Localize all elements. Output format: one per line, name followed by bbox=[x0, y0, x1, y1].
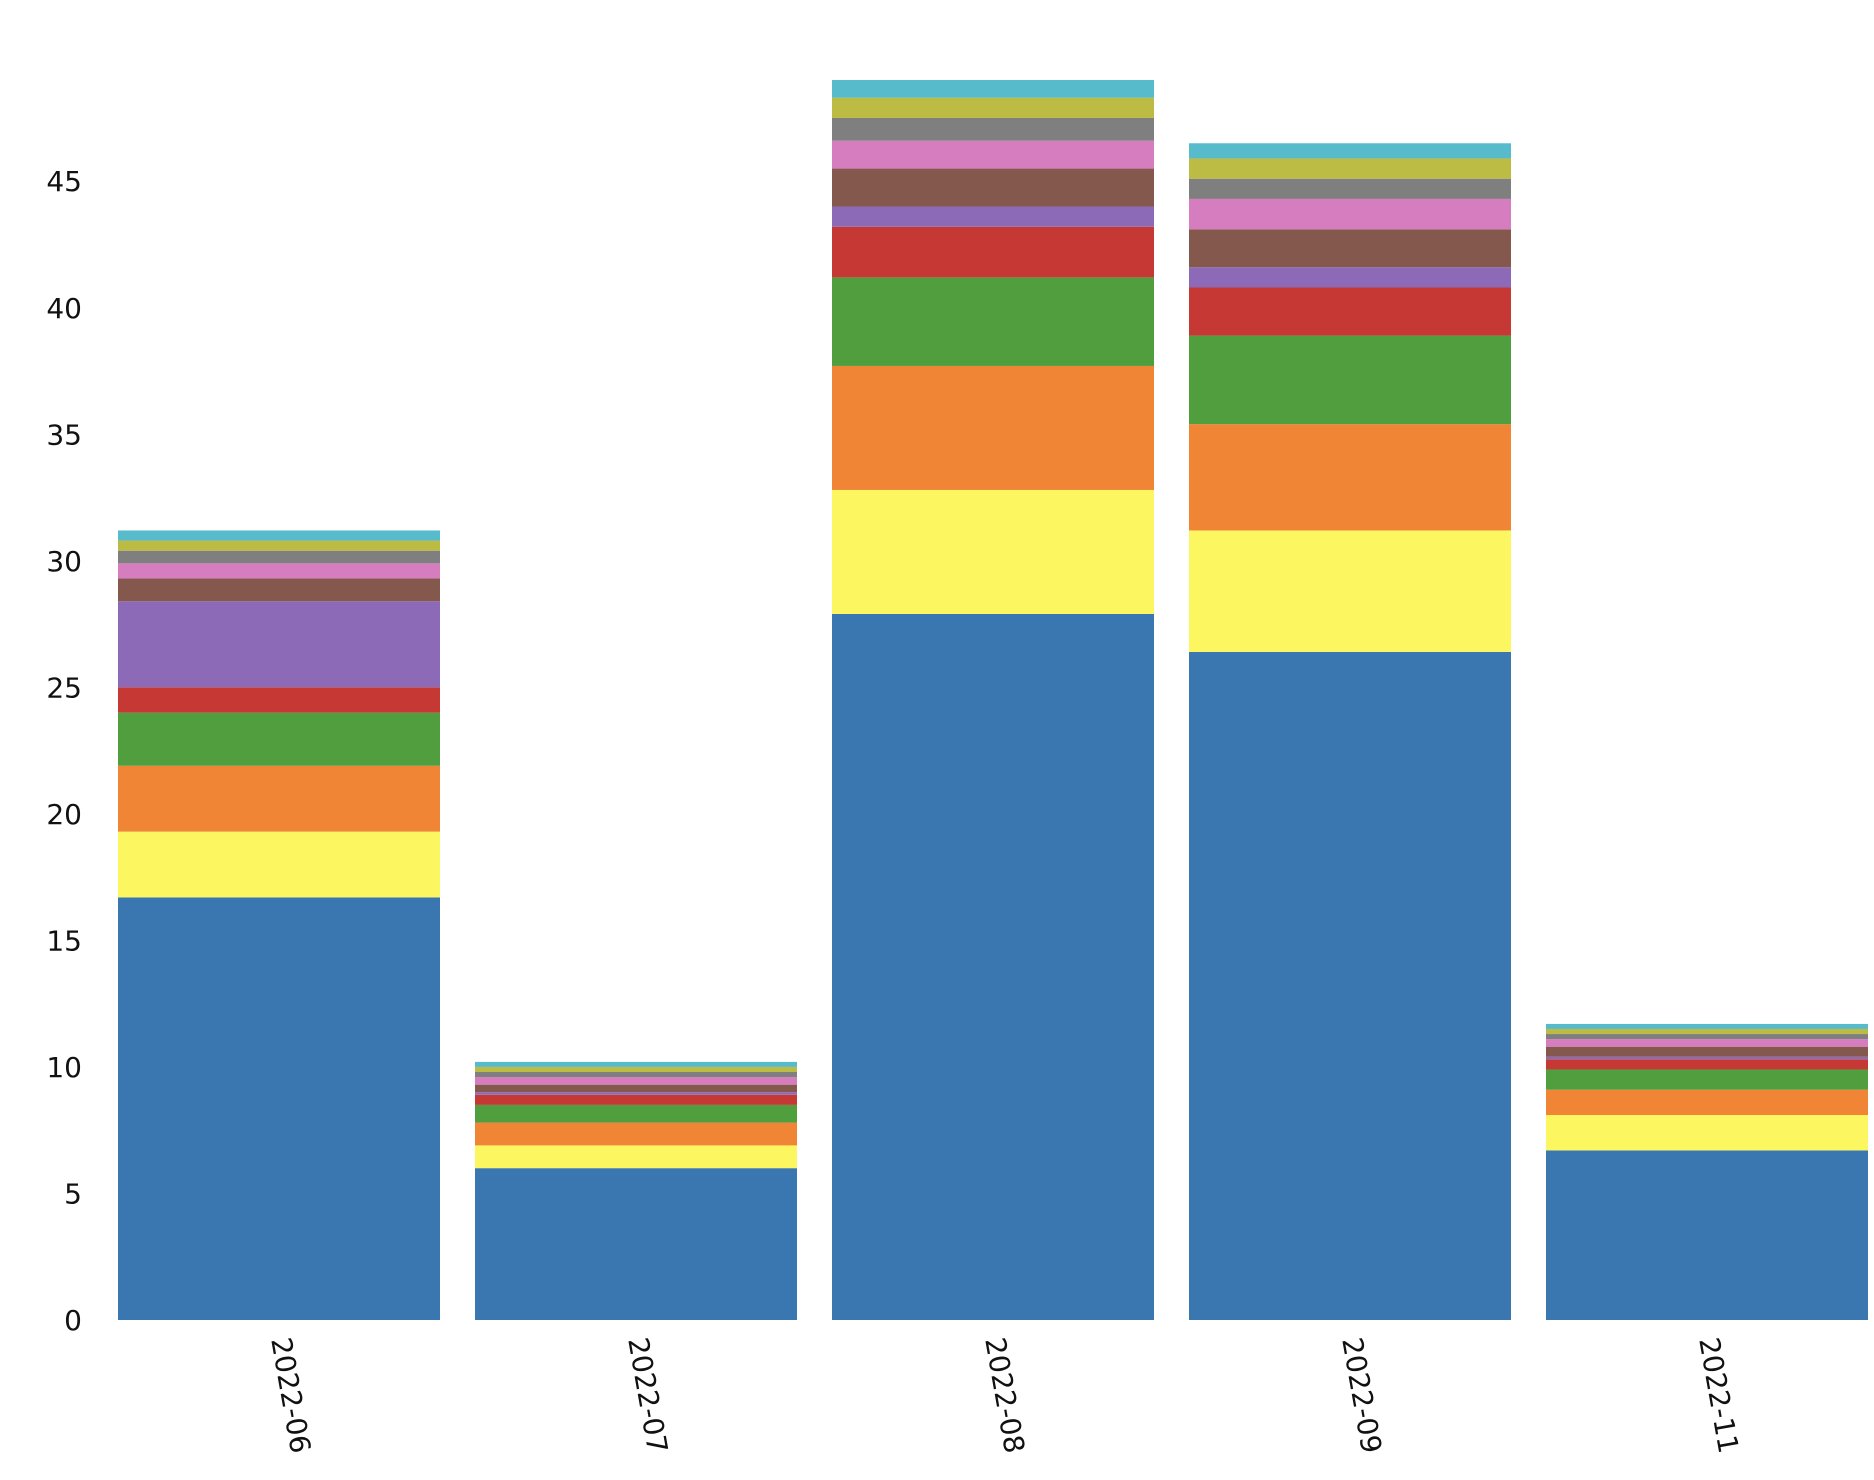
x-tick-label-2022-06: 2022-06 bbox=[264, 1335, 317, 1456]
bar-segment-2022-09-series-9 bbox=[1189, 178, 1511, 199]
bar-segment-2022-06-series-5 bbox=[118, 687, 440, 713]
bar-segment-2022-08-series-3 bbox=[832, 365, 1154, 490]
bar-segment-2022-11-series-8 bbox=[1546, 1039, 1868, 1047]
bar-segment-2022-06-series-11 bbox=[118, 530, 440, 541]
bar-segment-2022-09-series-11 bbox=[1189, 143, 1511, 159]
x-tick-label-2022-07: 2022-07 bbox=[621, 1335, 674, 1456]
bar-segment-2022-06-series-8 bbox=[118, 563, 440, 579]
bar-segment-2022-07-series-7 bbox=[475, 1084, 797, 1093]
bar-segment-2022-09-series-2 bbox=[1189, 530, 1511, 652]
bar-segment-2022-11-series-7 bbox=[1546, 1046, 1868, 1057]
bar-segment-2022-06-series-3 bbox=[118, 765, 440, 832]
bar-segment-2022-11-series-11 bbox=[1546, 1023, 1868, 1029]
bar-segment-2022-09-series-10 bbox=[1189, 158, 1511, 179]
bar-segment-2022-09-series-3 bbox=[1189, 424, 1511, 531]
bar-segment-2022-06-series-2 bbox=[118, 831, 440, 898]
bar-stack-2022-11 bbox=[1546, 1023, 1868, 1320]
bar-segment-2022-06-series-10 bbox=[118, 540, 440, 551]
bar-segment-2022-06-series-9 bbox=[118, 550, 440, 564]
bar-segment-2022-07-series-1 bbox=[475, 1168, 797, 1320]
y-tick-label-25: 25 bbox=[46, 671, 82, 704]
bar-stack-2022-06 bbox=[118, 530, 440, 1320]
y-tick-label-20: 20 bbox=[46, 798, 82, 831]
y-tick-label-45: 45 bbox=[46, 165, 82, 198]
x-axis: 2022-06 2022-07 2022-08 2022-09 2022-11 bbox=[264, 1335, 1745, 1456]
y-tick-label-5: 5 bbox=[64, 1177, 82, 1210]
y-tick-label-15: 15 bbox=[46, 924, 82, 957]
bar-segment-2022-08-series-4 bbox=[832, 277, 1154, 366]
bar-segment-2022-07-series-2 bbox=[475, 1145, 797, 1169]
bar-segment-2022-06-series-6 bbox=[118, 601, 440, 688]
bar-segment-2022-07-series-4 bbox=[475, 1104, 797, 1123]
bar-segment-2022-11-series-6 bbox=[1546, 1056, 1868, 1060]
bar-segment-2022-06-series-1 bbox=[118, 897, 440, 1320]
bar-segment-2022-09-series-8 bbox=[1189, 198, 1511, 230]
bar-segment-2022-08-series-10 bbox=[832, 97, 1154, 118]
y-tick-label-0: 0 bbox=[64, 1304, 82, 1337]
bar-segment-2022-07-series-8 bbox=[475, 1077, 797, 1085]
bar-segment-2022-11-series-9 bbox=[1546, 1034, 1868, 1040]
bar-segment-2022-07-series-10 bbox=[475, 1066, 797, 1072]
bar-segment-2022-07-series-3 bbox=[475, 1122, 797, 1146]
y-tick-label-40: 40 bbox=[46, 292, 82, 325]
y-tick-label-35: 35 bbox=[46, 418, 82, 451]
bar-segment-2022-07-series-11 bbox=[475, 1061, 797, 1067]
y-tick-label-10: 10 bbox=[46, 1051, 82, 1084]
bar-segment-2022-07-series-5 bbox=[475, 1094, 797, 1105]
bar-segment-2022-08-series-1 bbox=[832, 613, 1154, 1320]
bar-segment-2022-08-series-7 bbox=[832, 168, 1154, 207]
bar-segment-2022-08-series-9 bbox=[832, 117, 1154, 141]
bar-segment-2022-06-series-4 bbox=[118, 712, 440, 766]
bar-segment-2022-11-series-10 bbox=[1546, 1028, 1868, 1035]
bar-segment-2022-09-series-7 bbox=[1189, 229, 1511, 268]
y-tick-label-30: 30 bbox=[46, 545, 82, 578]
bar-stack-2022-08 bbox=[832, 80, 1154, 1320]
bar-segment-2022-11-series-3 bbox=[1546, 1089, 1868, 1116]
x-tick-label-2022-09: 2022-09 bbox=[1335, 1335, 1388, 1456]
bar-segment-2022-09-series-1 bbox=[1189, 651, 1511, 1320]
bar-segment-2022-08-series-8 bbox=[832, 140, 1154, 169]
bar-segment-2022-08-series-5 bbox=[832, 226, 1154, 278]
bar-segment-2022-08-series-6 bbox=[832, 206, 1154, 227]
bars-layer bbox=[118, 80, 1868, 1320]
bar-segment-2022-09-series-5 bbox=[1189, 287, 1511, 336]
bar-segment-2022-11-series-2 bbox=[1546, 1115, 1868, 1151]
bar-segment-2022-09-series-4 bbox=[1189, 335, 1511, 425]
bar-segment-2022-11-series-4 bbox=[1546, 1069, 1868, 1090]
bar-segment-2022-11-series-1 bbox=[1546, 1150, 1868, 1320]
bar-segment-2022-07-series-9 bbox=[475, 1072, 797, 1078]
bar-segment-2022-08-series-11 bbox=[832, 80, 1154, 98]
x-tick-label-2022-08: 2022-08 bbox=[978, 1335, 1031, 1456]
y-axis: 0 5 10 15 20 25 30 35 40 45 bbox=[46, 165, 82, 1337]
x-tick-label-2022-11: 2022-11 bbox=[1692, 1335, 1745, 1456]
bar-segment-2022-08-series-2 bbox=[832, 489, 1154, 614]
bar-segment-2022-11-series-5 bbox=[1546, 1059, 1868, 1070]
bar-stack-2022-09 bbox=[1189, 143, 1511, 1320]
bar-stack-2022-07 bbox=[475, 1061, 797, 1320]
bar-segment-2022-07-series-6 bbox=[475, 1092, 797, 1095]
bar-segment-2022-06-series-7 bbox=[118, 578, 440, 602]
bar-segment-2022-09-series-6 bbox=[1189, 267, 1511, 288]
